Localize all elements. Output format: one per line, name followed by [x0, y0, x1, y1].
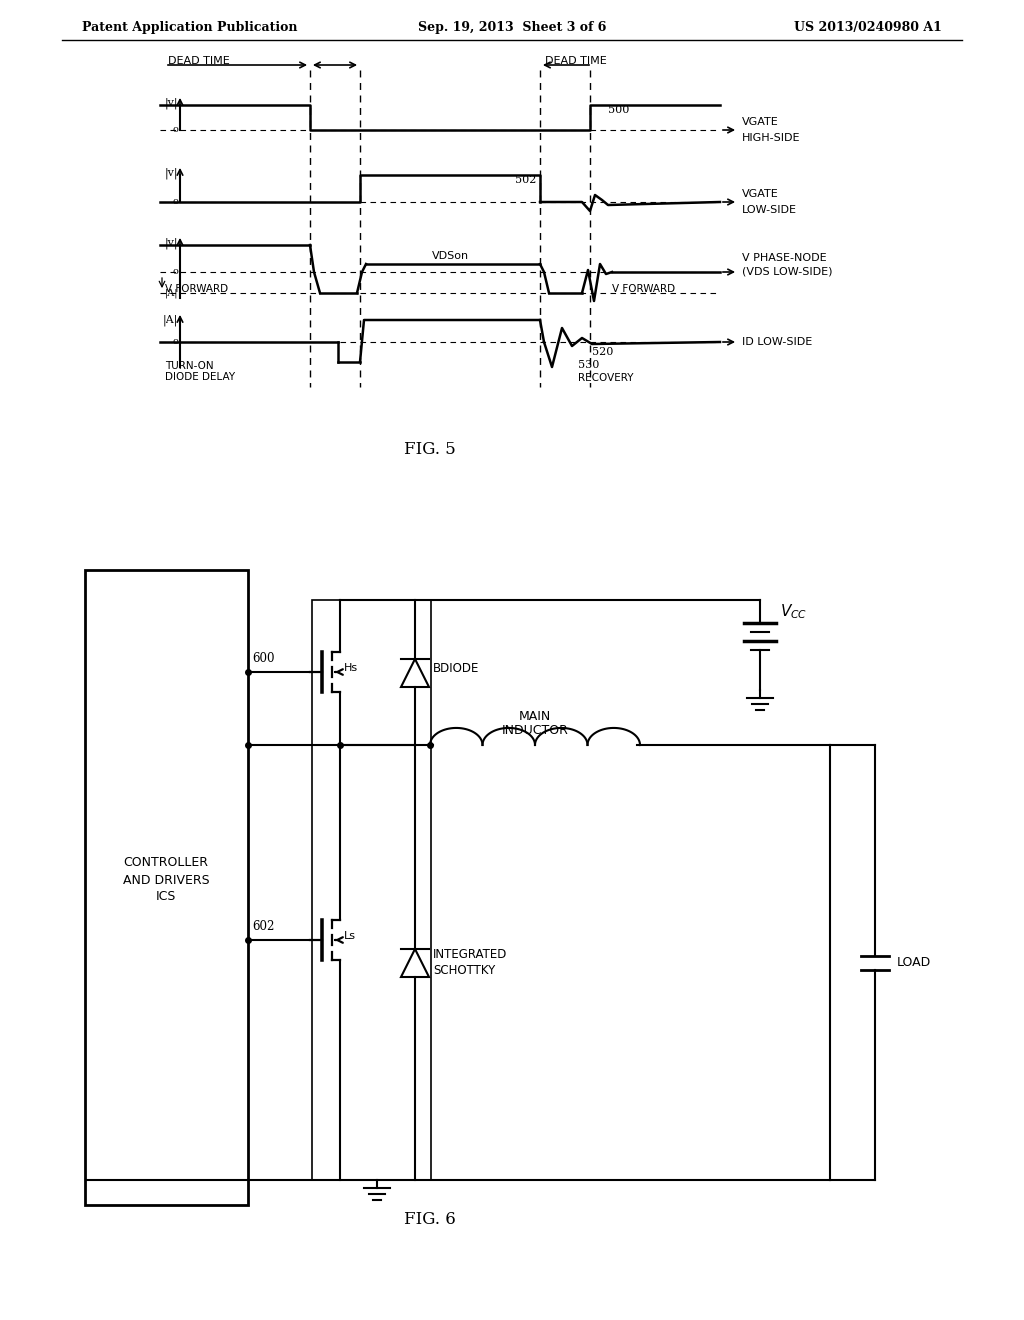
Text: ICS: ICS — [156, 890, 176, 903]
Text: SCHOTTKY: SCHOTTKY — [433, 965, 496, 978]
Text: (VDS LOW-SIDE): (VDS LOW-SIDE) — [742, 267, 833, 277]
Bar — [85, 570, 248, 1205]
Text: |v|: |v| — [165, 168, 178, 178]
Text: VDSon: VDSon — [431, 251, 469, 261]
Text: Patent Application Publication: Patent Application Publication — [82, 21, 298, 33]
Text: FIG. 5: FIG. 5 — [404, 441, 456, 458]
Text: RECOVERY: RECOVERY — [578, 374, 634, 383]
Text: DEAD TIME: DEAD TIME — [545, 55, 607, 66]
Text: Hs: Hs — [344, 663, 358, 673]
Text: $V_{CC}$: $V_{CC}$ — [780, 603, 807, 622]
Text: Sep. 19, 2013  Sheet 3 of 6: Sep. 19, 2013 Sheet 3 of 6 — [418, 21, 606, 33]
Text: LOAD: LOAD — [897, 957, 931, 969]
Text: INTEGRATED: INTEGRATED — [433, 949, 507, 961]
Text: V FORWARD: V FORWARD — [165, 284, 228, 294]
Text: US 2013/0240980 A1: US 2013/0240980 A1 — [795, 21, 942, 33]
Bar — [312, 601, 431, 744]
Text: |v|: |v| — [165, 238, 178, 248]
Text: VGATE: VGATE — [742, 189, 778, 199]
Text: DIODE DELAY: DIODE DELAY — [165, 372, 236, 381]
Text: 602: 602 — [252, 920, 274, 932]
Text: Ls: Ls — [344, 931, 356, 941]
Text: o: o — [172, 125, 178, 135]
Text: FIG. 6: FIG. 6 — [404, 1212, 456, 1229]
Text: 600: 600 — [252, 652, 274, 664]
Text: TURN-ON: TURN-ON — [165, 360, 214, 371]
Text: o: o — [172, 198, 178, 206]
Text: V FORWARD: V FORWARD — [612, 284, 675, 294]
Text: BDIODE: BDIODE — [433, 661, 479, 675]
Text: LOW-SIDE: LOW-SIDE — [742, 205, 797, 215]
Text: ID LOW-SIDE: ID LOW-SIDE — [742, 337, 812, 347]
Text: |A|: |A| — [163, 314, 178, 326]
Text: DEAD TIME: DEAD TIME — [168, 55, 229, 66]
Text: 520: 520 — [592, 347, 613, 356]
Text: MAIN: MAIN — [519, 710, 551, 723]
Text: o: o — [172, 268, 178, 276]
Text: 530: 530 — [578, 360, 599, 370]
Text: 500: 500 — [608, 106, 630, 115]
Text: 502: 502 — [515, 176, 537, 185]
Text: V PHASE-NODE: V PHASE-NODE — [742, 253, 826, 263]
Text: AND DRIVERS: AND DRIVERS — [123, 874, 209, 887]
Text: VGATE: VGATE — [742, 117, 778, 127]
Text: CONTROLLER: CONTROLLER — [124, 857, 209, 870]
Text: |v|: |v| — [165, 98, 178, 108]
Text: INDUCTOR: INDUCTOR — [502, 725, 568, 738]
Text: |A|: |A| — [165, 288, 178, 298]
Text: HIGH-SIDE: HIGH-SIDE — [742, 133, 801, 143]
Bar — [312, 744, 431, 1180]
Text: o: o — [172, 338, 178, 346]
